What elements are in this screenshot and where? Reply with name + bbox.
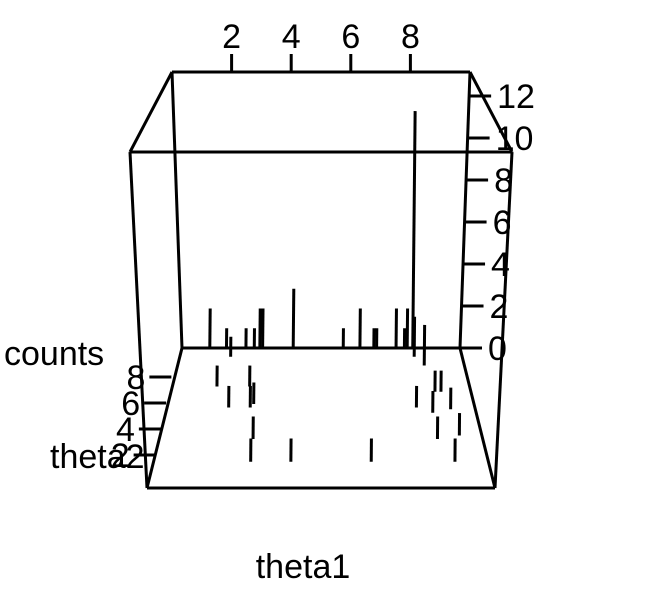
box-edge [458,71,472,349]
x-tick-label: 6 [341,18,360,56]
x-axis-label: theta1 [256,548,351,586]
z-tick-label: 12 [497,78,535,116]
z-axis-ticks: 0 2 4 6 8 10 12 [460,78,535,368]
z-tick-label: 0 [488,330,507,368]
y-tick-label: 8 [126,359,145,397]
data-spike [411,111,417,349]
y-axis-label: theta2 [50,438,145,476]
box-edge [468,71,514,153]
data-spike [291,288,296,349]
x-tick-label: 2 [222,18,241,56]
y-tick-label: 4 [116,411,135,449]
box-edge [458,347,497,489]
box-edge [145,347,184,489]
z-tick-label: 10 [496,120,534,158]
x-tick-label: 4 [282,18,301,56]
y-tick-label: 2 [111,437,130,475]
z-tick-label: 2 [490,288,509,326]
z-tick-label: 4 [491,246,510,284]
x-tick-label: 8 [401,18,420,56]
box-edge [128,71,174,153]
z-tick-label: 6 [493,204,512,242]
bounding-box [128,70,514,490]
z-tick-label: 8 [494,162,513,200]
y-tick-label: 6 [121,385,140,423]
box-edge [170,71,184,349]
z-axis-label: counts [4,335,104,373]
box-edge [493,151,514,489]
data-spikes [208,111,462,462]
box-edge [128,151,149,489]
x-axis-ticks: 2 4 6 8 [222,18,420,72]
